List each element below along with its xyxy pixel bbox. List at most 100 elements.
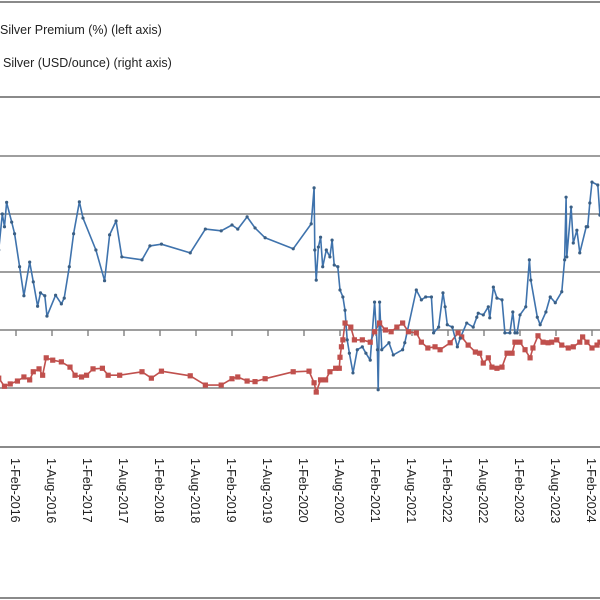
data-point-silver-premium: [424, 295, 428, 299]
frame-bottom-border: [0, 597, 600, 599]
data-point-silver-premium: [500, 298, 504, 302]
data-point-silver-price: [58, 359, 64, 365]
data-point-silver-price: [570, 344, 576, 350]
data-point-silver-premium: [560, 290, 564, 294]
data-point-silver-price: [311, 380, 317, 386]
data-point-silver-price: [306, 368, 312, 374]
data-point-silver-premium: [491, 285, 495, 289]
data-point-silver-price: [480, 360, 486, 366]
data-point-silver-price: [413, 330, 419, 336]
x-tick-label: 1-Feb-2018: [152, 458, 166, 523]
data-point-silver-premium: [43, 294, 47, 298]
data-point-silver-price: [14, 378, 21, 384]
data-point-silver-premium: [148, 244, 152, 248]
data-point-silver-premium: [590, 180, 594, 184]
data-point-silver-premium: [316, 245, 320, 249]
data-point-silver-premium: [347, 351, 351, 355]
data-point-silver-premium: [12, 232, 17, 236]
data-point-silver-price: [455, 330, 461, 336]
data-point-silver-premium: [108, 233, 112, 237]
data-point-silver-price: [559, 342, 565, 348]
data-point-silver-price: [522, 347, 528, 353]
data-point-silver-premium: [159, 242, 164, 246]
data-point-silver-price: [187, 373, 193, 379]
x-tick-label: 1-Aug-2023: [548, 458, 562, 524]
data-point-silver-price: [512, 339, 518, 345]
x-tick-label: 1-Feb-2017: [80, 458, 94, 523]
data-point-silver-premium: [571, 241, 575, 245]
data-point-silver-premium: [0, 212, 4, 216]
data-point-silver-premium: [309, 222, 313, 226]
data-point-silver-price: [139, 369, 145, 375]
data-point-silver-premium: [403, 341, 407, 345]
data-point-silver-premium: [219, 229, 223, 233]
data-point-silver-premium: [387, 341, 391, 345]
data-point-silver-price: [340, 337, 346, 343]
data-point-silver-premium: [328, 255, 332, 259]
data-point-silver-premium: [391, 353, 395, 357]
x-tick-label: 1-Feb-2023: [512, 458, 526, 523]
data-point-silver-premium: [62, 296, 66, 300]
data-point-silver-price: [351, 337, 357, 343]
data-point-silver-price: [72, 372, 78, 378]
data-point-silver-premium: [345, 338, 349, 342]
data-point-silver-price: [262, 376, 268, 382]
data-point-silver-price: [36, 366, 42, 372]
data-point-silver-price: [394, 324, 400, 330]
data-point-silver-price: [337, 354, 343, 360]
data-point-silver-premium: [511, 310, 515, 314]
data-point-silver-premium: [372, 300, 377, 304]
data-point-silver-premium: [586, 225, 590, 229]
data-point-silver-price: [489, 364, 495, 370]
data-point-silver-premium: [321, 265, 325, 269]
data-point-silver-premium: [380, 348, 384, 352]
x-tick-label: 1-Aug-2021: [404, 458, 418, 524]
data-point-silver-premium: [330, 238, 334, 242]
data-point-silver-premium: [253, 226, 257, 230]
data-point-silver-price: [459, 334, 465, 340]
data-point-silver-price: [382, 327, 388, 333]
data-point-silver-premium: [475, 315, 479, 319]
data-point-silver-price: [371, 329, 378, 335]
data-point-silver-premium: [102, 279, 107, 283]
data-point-silver-premium: [338, 288, 342, 292]
data-point-silver-premium: [495, 296, 499, 300]
data-point-silver-premium: [236, 227, 240, 231]
data-point-silver-price: [472, 349, 478, 355]
data-point-silver-price: [418, 339, 424, 345]
data-point-silver-price: [517, 339, 523, 345]
data-point-silver-price: [78, 374, 85, 380]
data-point-silver-premium: [538, 323, 542, 327]
data-point-silver-premium: [508, 331, 512, 335]
data-point-silver-premium: [419, 298, 423, 302]
data-point-silver-price: [584, 339, 590, 345]
data-point-silver-premium: [22, 294, 26, 298]
data-point-silver-premium: [414, 288, 418, 292]
data-point-silver-price: [229, 376, 235, 382]
data-point-silver-premium: [291, 247, 295, 251]
data-point-silver-premium: [332, 263, 336, 267]
data-point-silver-price: [432, 344, 438, 350]
data-point-silver-premium: [437, 325, 441, 329]
data-point-silver-premium: [486, 305, 490, 309]
data-point-silver-premium: [54, 293, 58, 297]
data-point-silver-premium: [471, 325, 475, 329]
data-point-silver-premium: [548, 295, 552, 299]
legend-item-silver-premium: Silver Premium (%) (left axis): [0, 23, 162, 37]
data-point-silver-price: [323, 377, 329, 383]
data-point-silver-price: [333, 365, 339, 371]
data-point-silver-price: [447, 340, 453, 346]
data-point-silver-price: [477, 350, 483, 356]
data-point-silver-price: [338, 344, 345, 350]
data-point-silver-price: [549, 339, 555, 345]
x-tick-label: 1-Feb-2021: [368, 458, 382, 523]
data-point-silver-premium: [564, 195, 568, 199]
data-point-silver-price: [21, 374, 27, 380]
data-point-silver-premium: [245, 215, 249, 219]
data-point-silver-premium: [375, 348, 380, 352]
data-point-silver-premium: [515, 331, 519, 335]
data-point-silver-premium: [81, 216, 85, 220]
data-point-silver-premium: [77, 200, 81, 204]
data-point-silver-price: [485, 355, 491, 361]
data-point-silver-price: [83, 372, 90, 378]
